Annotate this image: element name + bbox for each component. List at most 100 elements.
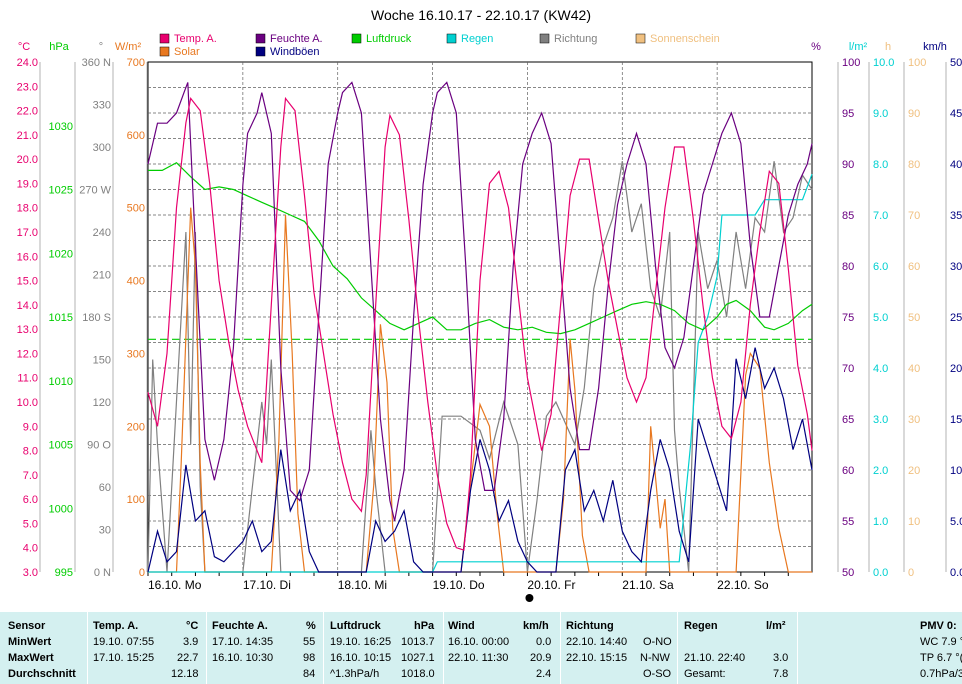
series-line — [147, 347, 813, 573]
wind-max-time: 22.10. 11:30 — [448, 652, 509, 664]
series-line — [147, 161, 813, 573]
axis-tick-label: 90 — [842, 159, 854, 171]
sensor-header: Sensor — [8, 620, 46, 632]
axis-tick-label: 6.0 — [873, 261, 888, 273]
axes: 16.10. Mo 17.10. Di 18.10. Mi 19.10. Do 20.1… — [17, 41, 962, 602]
axis-tick-label: 85 — [842, 210, 854, 222]
axis-tick-label: 1020 — [49, 248, 73, 260]
axis-tick-label: 1000 — [49, 503, 73, 515]
legend-label: Richtung — [554, 33, 597, 45]
axis-tick-label: 25.0 — [950, 312, 962, 324]
axis-tick-label: 15.0 — [950, 414, 962, 426]
axis-tick-label: 70 — [842, 363, 854, 375]
axis-tick-label: 30.0 — [950, 261, 962, 273]
legend-label: Luftdruck — [366, 33, 412, 45]
axis-tick-label: 12.0 — [17, 348, 38, 360]
axis-tick-label: 1010 — [49, 376, 73, 388]
legend-swatch — [446, 33, 457, 44]
axis-tick-label: 80 — [908, 159, 920, 171]
legend-label: Temp. A. — [174, 33, 217, 45]
legend-label: Feuchte A. — [270, 33, 323, 45]
temp-avg: 12.18 — [171, 668, 199, 680]
axis-tick-label: 300 — [127, 348, 145, 360]
series-line — [148, 161, 813, 335]
axis-tick-label: 10.0 — [873, 57, 894, 69]
axis-tick-label: 30 — [908, 414, 920, 426]
rain-max: 3.0 — [773, 652, 789, 664]
axis-tick-label: 75 — [842, 312, 854, 324]
axis-tick-label: 3.0 — [873, 414, 888, 426]
axis-tick-label: 14.0 — [17, 300, 38, 312]
axis-tick-label: 60 — [842, 465, 854, 477]
axis-tick-label: 0.0 — [873, 567, 888, 579]
temp-max: 22.7 — [177, 652, 199, 664]
axis-tick-label: 2.0 — [873, 465, 888, 477]
plot-area — [147, 61, 813, 573]
axis-tick-label: 180 S — [82, 312, 111, 324]
x-tick-label: 21.10. Sa — [622, 578, 674, 592]
axis-tick-label: 360 N — [82, 57, 111, 69]
series-line — [147, 96, 813, 551]
chart-title: Woche 16.10.17 - 22.10.17 (KW42) — [371, 7, 591, 23]
axis-tick-label: 4.0 — [23, 543, 38, 555]
direction-avg: O-SO — [643, 668, 672, 680]
axis-tick-label: 60 — [99, 482, 111, 494]
direction-max-time: 22.10. 15:15 — [566, 652, 628, 664]
direction-min-time: 22.10. 14:40 — [566, 636, 628, 648]
axis-tick-label: 80 — [842, 261, 854, 273]
axis-tick-label: 11.0 — [17, 373, 38, 385]
temp-unit: °C — [186, 620, 199, 632]
axis-tick-label: 19.0 — [17, 178, 38, 190]
axis-tick-label: 9.0 — [23, 421, 38, 433]
x-tick-label: 18.10. Mi — [338, 578, 387, 592]
wind-min: 0.0 — [536, 636, 552, 648]
axis-unit-label: l/m² — [849, 41, 868, 53]
axis-tick-label: 6.0 — [23, 494, 38, 506]
stats-table: Sensor MinWert MaxWert Durchschnitt Temp… — [0, 612, 962, 684]
axis-tick-label: 50.0 — [950, 57, 962, 69]
axis-unit-label: km/h — [923, 41, 947, 53]
axis-tick-label: 0 — [908, 567, 914, 579]
wind-header: Wind — [448, 620, 475, 632]
legend-label: Solar — [174, 46, 200, 58]
series-line — [148, 207, 812, 573]
direction-header: Richtung — [566, 620, 614, 632]
axis-tick-label: 8.0 — [873, 159, 888, 171]
rain-total: 7.8 — [773, 668, 789, 680]
axis-tick-label: 21.0 — [17, 130, 38, 142]
axis-tick-label: 1015 — [49, 312, 73, 324]
row-label-max: MaxWert — [8, 652, 54, 664]
moon-phase-icon — [525, 594, 534, 602]
axis-tick-label: 40.0 — [950, 159, 962, 171]
x-tick-label: 22.10. So — [717, 578, 769, 592]
legend-label: Windböen — [270, 46, 320, 58]
axis-tick-label: 13.0 — [17, 324, 38, 336]
pressure-min: 1013.7 — [401, 636, 435, 648]
axis-tick-label: 600 — [127, 130, 145, 142]
axis-tick-label: 0 N — [94, 567, 111, 579]
axis-tick-label: 55 — [842, 516, 854, 528]
axis-tick-label: 8.0 — [23, 446, 38, 458]
axis-tick-label: 40 — [908, 363, 920, 375]
axis-tick-label: 90 — [908, 108, 920, 120]
axis-tick-label: 0.0 — [950, 567, 962, 579]
axis-tick-label: 20.0 — [17, 154, 38, 166]
legend-swatch — [255, 46, 266, 57]
axis-tick-label: 18.0 — [17, 203, 38, 215]
humidity-max-time: 16.10. 10:30 — [212, 652, 274, 664]
axis-tick-label: 100 — [842, 57, 860, 69]
axis-tick-label: 700 — [127, 57, 145, 69]
axis-tick-label: 90 O — [87, 440, 111, 452]
axis-tick-label: 100 — [908, 57, 926, 69]
pmv-line2: TP 6.7 °( — [920, 652, 962, 664]
row-label-min: MinWert — [8, 636, 52, 648]
wind-min-time: 16.10. 00:00 — [448, 636, 510, 648]
axis-tick-label: 23.0 — [17, 81, 38, 93]
axis-tick-label: 1.0 — [873, 516, 888, 528]
rain-max-time: 21.10. 22:40 — [684, 652, 746, 664]
temp-header: Temp. A. — [93, 620, 139, 632]
direction-max: N-NW — [640, 652, 670, 664]
axis-tick-label: 17.0 — [17, 227, 38, 239]
axis-unit-label: % — [811, 41, 821, 53]
axis-tick-label: 9.0 — [873, 108, 888, 120]
